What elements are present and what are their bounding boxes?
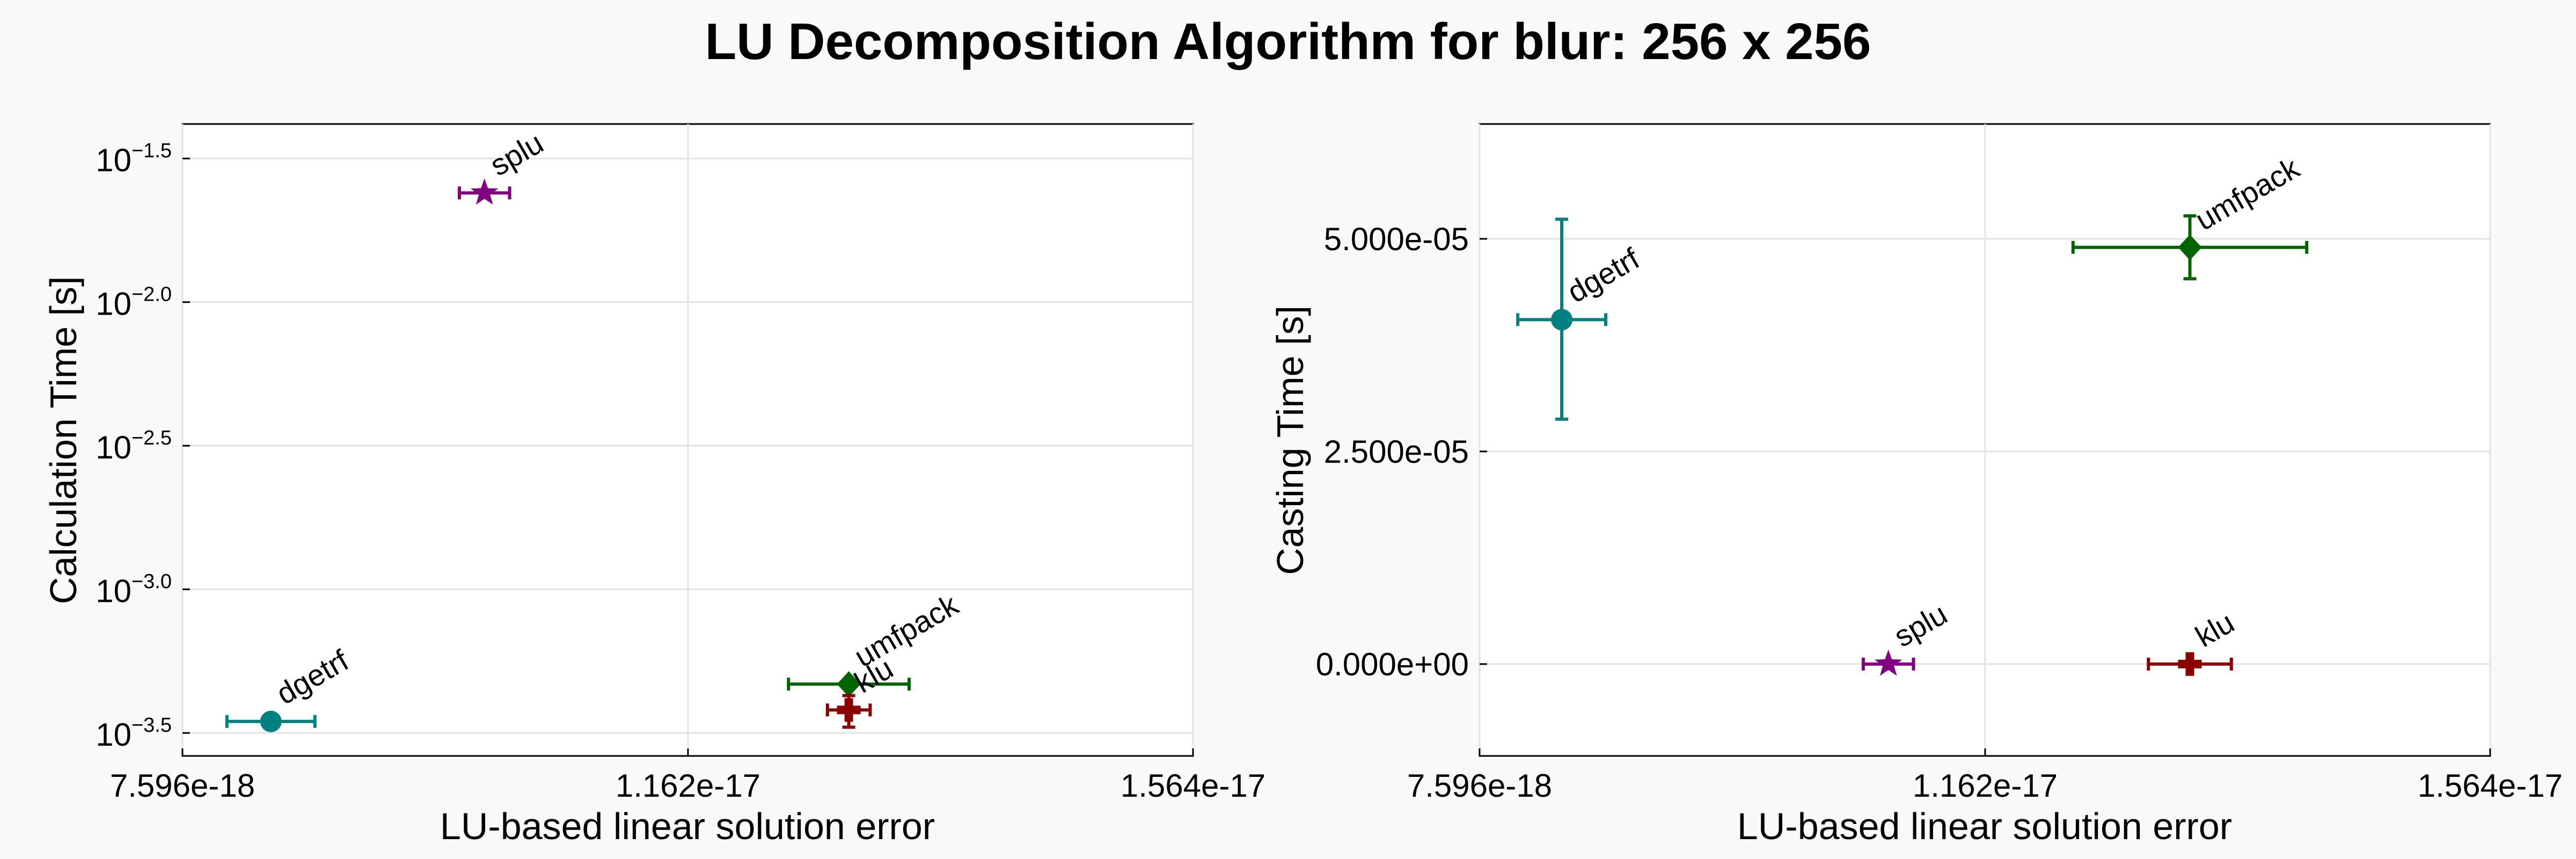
data-point-klu [837, 698, 861, 722]
x-tick-labels: 7.596e-18 1.162e-17 1.564e-17 [110, 768, 1265, 804]
data-point-splu [1875, 649, 1902, 676]
y-tick-label: 10−3.0 [96, 571, 172, 609]
chart-title: LU Decomposition Algorithm for blur: 256… [705, 13, 1871, 70]
y-tick-labels: 10−1.5 10−2.0 10−2.5 10−3.0 10−3.5 [96, 140, 172, 753]
x-tick-labels: 7.596e-18 1.162e-17 1.564e-17 [1407, 768, 2563, 804]
x-tick-label: 1.564e-17 [2418, 768, 2563, 804]
data-point-splu [471, 178, 499, 205]
y-tick-label: 10−1.5 [96, 140, 172, 178]
x-axis-label: LU-based linear solution error [440, 805, 935, 847]
data-point-klu [2178, 652, 2202, 676]
y-axis-label: Casting Time [s] [1269, 305, 1311, 575]
grid-lines [1479, 124, 2491, 756]
x-tick-label: 1.162e-17 [1913, 768, 2058, 804]
x-tick-label: 7.596e-18 [1407, 768, 1552, 804]
x-tick-label: 7.596e-18 [110, 768, 255, 804]
x-tick-label: 1.564e-17 [1121, 768, 1265, 804]
data-point-dgetrf [1551, 309, 1573, 331]
y-tick-label: 5.000e-05 [1324, 221, 1469, 257]
y-tick-label: 10−2.0 [96, 283, 172, 322]
x-tick-label: 1.162e-17 [616, 768, 760, 804]
x-axis-label: LU-based linear solution error [1737, 805, 2232, 847]
y-tick-label: 10−2.5 [96, 427, 172, 465]
y-tick-labels: 5.000e-05 2.500e-05 0.000e+00 [1316, 221, 1469, 682]
grid-lines [181, 124, 1194, 756]
y-tick-label: 10−3.5 [96, 714, 172, 753]
data-point-dgetrf [260, 710, 282, 732]
data-point-umfpack [2178, 234, 2202, 260]
data-point-umfpack [837, 671, 861, 697]
y-tick-label: 2.500e-05 [1324, 434, 1469, 470]
y-axis-label: Calculation Time [s] [42, 276, 84, 605]
y-tick-label: 0.000e+00 [1316, 646, 1469, 682]
